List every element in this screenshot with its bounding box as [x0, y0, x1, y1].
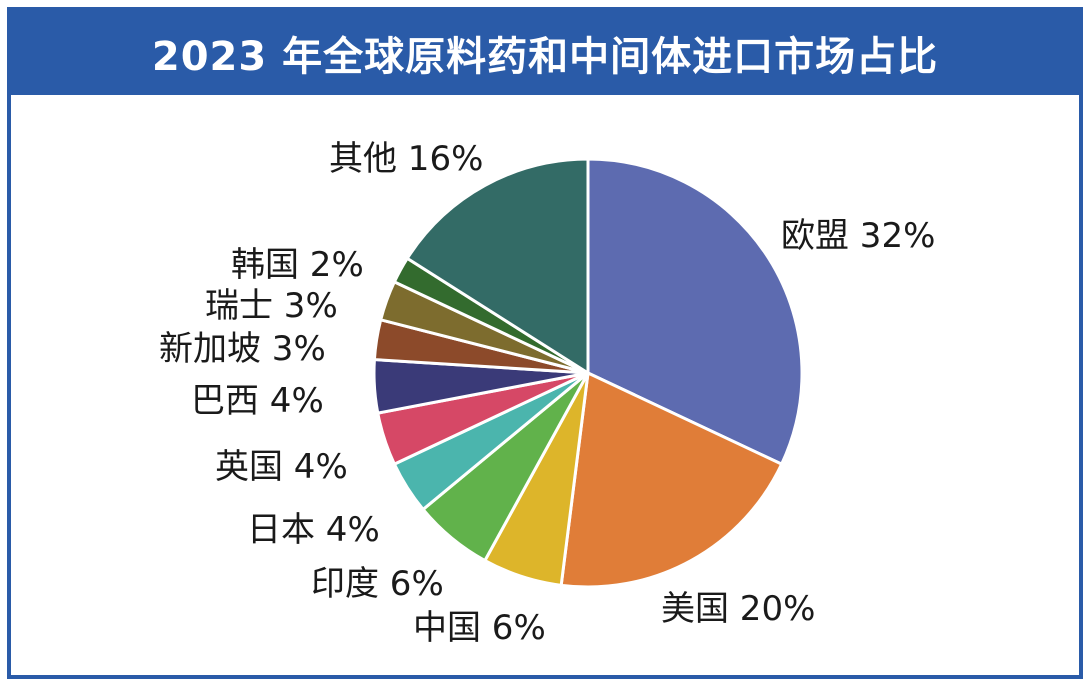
slice-label: 欧盟 32% — [781, 216, 935, 256]
chart-title: 2023 年全球原料药和中间体进口市场占比 — [151, 34, 939, 80]
slice-label: 其他 16% — [329, 139, 483, 179]
slice-label: 新加坡 3% — [159, 329, 326, 369]
slice-label: 英国 4% — [215, 447, 348, 487]
slice-label: 美国 20% — [661, 589, 815, 629]
slice-label: 中国 6% — [413, 608, 546, 648]
slice-label: 印度 6% — [311, 564, 444, 604]
slice-label: 巴西 4% — [191, 381, 324, 421]
pie-chart: 欧盟 32% 美国 20% 中国 6%印度 6% 日本 4% 英国 4% 巴西 4% 新加坡… — [159, 139, 935, 648]
title-bar: 2023 年全球原料药和中间体进口市场占比 — [11, 11, 1079, 95]
pie-slice — [559, 371, 784, 589]
slice-label: 韩国 2% — [231, 245, 364, 285]
pie-slice — [405, 157, 590, 375]
slice-label: 瑞士 3% — [205, 286, 338, 326]
chart-frame: 2023 年全球原料药和中间体进口市场占比 欧盟 32% 美国 20% 中国 6% 印… — [7, 7, 1083, 679]
pie-slice — [586, 157, 804, 466]
slice-label: 日本 4% — [247, 510, 380, 550]
